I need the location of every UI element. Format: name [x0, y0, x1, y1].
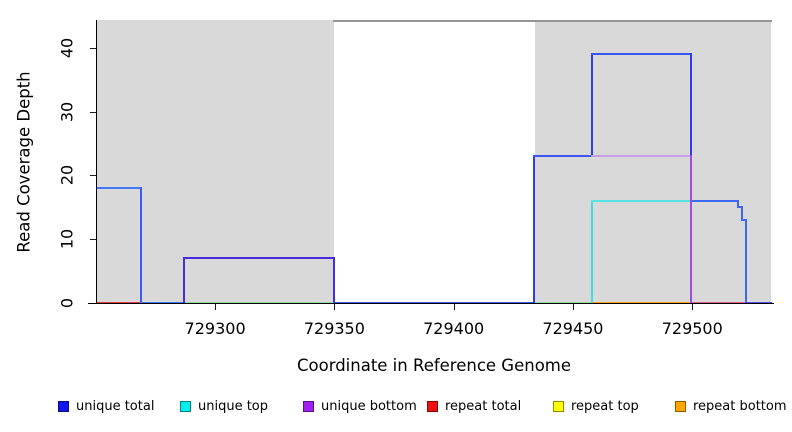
coverage-line-segment	[744, 219, 747, 304]
legend-item-label: repeat bottom	[693, 399, 787, 414]
legend-swatch	[180, 401, 191, 412]
coverage-line-segment	[591, 155, 693, 158]
legend-swatch	[553, 401, 564, 412]
coverage-line-segment	[690, 53, 693, 202]
y-tick-label: 30	[57, 101, 77, 122]
coverage-line-segment	[591, 199, 594, 304]
y-tick-label: 10	[57, 229, 77, 250]
y-axis-title: Read Coverage Depth	[14, 71, 34, 253]
coverage-line-segment	[736, 199, 739, 209]
y-tick	[90, 239, 96, 241]
y-tick-label: 40	[57, 37, 77, 58]
y-tick-label: 20	[57, 165, 77, 186]
y-axis-line	[96, 20, 98, 304]
coverage-line-segment	[333, 20, 772, 22]
x-tick-label: 729450	[542, 319, 604, 338]
x-tick-label: 729500	[661, 319, 723, 338]
legend-swatch	[427, 401, 438, 412]
y-tick	[90, 175, 96, 177]
x-axis-title: Coordinate in Reference Genome	[296, 356, 572, 375]
coverage-line-segment	[690, 199, 739, 202]
legend-item-label: unique top	[198, 399, 269, 414]
x-tick-label: 729300	[184, 319, 246, 338]
y-tick	[90, 47, 96, 49]
coverage-line-segment	[741, 206, 744, 222]
legend-swatch	[675, 401, 686, 412]
coverage-line-segment	[591, 53, 594, 158]
y-tick	[90, 111, 96, 113]
coverage-line-segment	[591, 199, 693, 202]
legend-item-label: repeat total	[445, 399, 522, 414]
x-tick	[692, 304, 694, 310]
coverage-line-segment	[333, 257, 336, 304]
legend-item-label: repeat top	[571, 399, 639, 414]
x-tick	[453, 304, 455, 310]
legend-item-label: unique bottom	[321, 399, 417, 414]
coverage-line-segment	[140, 187, 143, 304]
legend-swatch	[303, 401, 314, 412]
x-axis-line	[88, 303, 774, 305]
coverage-line-segment	[591, 53, 693, 56]
y-tick-label: 0	[57, 297, 77, 309]
coverage-line-segment	[736, 206, 744, 209]
coverage-line-segment	[532, 155, 535, 304]
legend-item-label: unique total	[76, 399, 155, 414]
x-tick	[334, 304, 336, 310]
x-tick-label: 729350	[303, 319, 365, 338]
x-tick	[572, 304, 574, 310]
legend-swatch	[58, 401, 69, 412]
x-tick-label: 729400	[423, 319, 485, 338]
coverage-line-segment	[183, 257, 336, 260]
coverage-line-segment	[690, 155, 693, 304]
coverage-line-segment	[183, 257, 186, 304]
coverage-line-segment	[741, 219, 747, 222]
shaded-region	[97, 20, 335, 303]
shaded-region	[534, 20, 771, 303]
coverage-line-segment	[96, 187, 143, 190]
coverage-line-segment	[532, 155, 594, 158]
x-tick	[215, 304, 217, 310]
